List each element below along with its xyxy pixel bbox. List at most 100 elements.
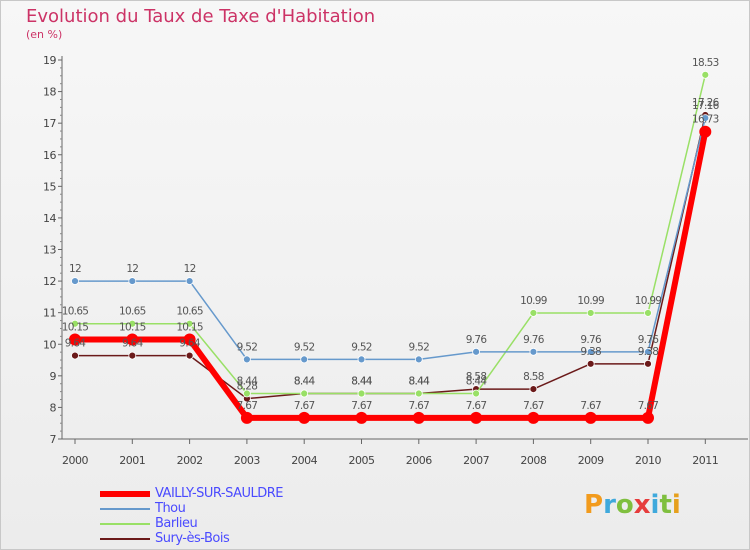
data-point xyxy=(586,359,595,368)
logo-letter: P xyxy=(584,490,604,520)
data-label: 9.52 xyxy=(409,341,430,353)
data-label: 8.58 xyxy=(523,371,544,383)
logo-letter: i xyxy=(650,490,660,520)
data-label: 10.99 xyxy=(577,295,604,307)
data-label: 8.58 xyxy=(466,371,487,383)
data-point xyxy=(644,309,652,317)
data-label: 9.76 xyxy=(580,334,602,346)
data-label: 7.67 xyxy=(638,400,659,412)
data-point xyxy=(701,70,710,79)
data-label: 10.65 xyxy=(119,306,146,318)
data-point xyxy=(355,411,368,424)
series-line-0 xyxy=(75,131,709,421)
chart-subtitle: (en %) xyxy=(26,28,63,41)
data-point xyxy=(529,347,538,356)
data-point xyxy=(414,389,423,398)
data-label: 9.38 xyxy=(638,346,659,358)
data-point xyxy=(240,411,253,424)
data-point xyxy=(586,347,595,356)
data-label: 8.28 xyxy=(237,381,258,393)
data-label: 8.44 xyxy=(294,376,316,388)
data-point xyxy=(71,277,79,285)
data-point xyxy=(642,411,654,424)
x-tick-label: 2008 xyxy=(520,454,546,467)
data-label: 9.38 xyxy=(580,346,601,358)
logo-letter: i xyxy=(671,490,681,520)
legend-label: Barlieu xyxy=(155,516,198,531)
data-point xyxy=(185,277,194,285)
data-label: 9.76 xyxy=(466,334,488,346)
data-label: 9.64 xyxy=(122,338,144,350)
data-point xyxy=(414,355,423,364)
data-point xyxy=(242,355,251,364)
x-tick-label: 2005 xyxy=(349,454,375,467)
x-tick-label: 2002 xyxy=(177,454,203,467)
data-label: 12 xyxy=(184,263,196,275)
data-point xyxy=(298,411,311,424)
data-point xyxy=(242,389,251,398)
y-tick-label: 12 xyxy=(43,275,56,288)
data-label: 8.44 xyxy=(294,376,316,388)
data-label: 18.53 xyxy=(692,57,719,69)
data-label: 12 xyxy=(69,263,81,275)
series-line-1 xyxy=(75,117,707,361)
data-label: 7.67 xyxy=(409,400,430,412)
data-point xyxy=(527,411,540,424)
data-point xyxy=(586,309,595,317)
data-point xyxy=(470,411,483,424)
logo-letter: x xyxy=(633,490,651,520)
data-label: 9.52 xyxy=(351,341,372,353)
logo-letter: o xyxy=(615,490,634,520)
data-point xyxy=(69,333,81,346)
data-point xyxy=(300,389,309,398)
x-tick-label: 2001 xyxy=(119,454,145,467)
data-label: 10.99 xyxy=(520,295,547,307)
y-tick-label: 11 xyxy=(43,307,56,320)
data-label: 7.67 xyxy=(466,400,487,412)
data-label: 17.16 xyxy=(692,100,720,112)
data-label: 10.65 xyxy=(176,306,203,318)
data-point xyxy=(412,411,425,424)
x-tick-label: 2007 xyxy=(463,454,489,467)
data-point xyxy=(584,411,597,424)
x-tick-label: 2003 xyxy=(234,454,260,467)
data-label: 10.15 xyxy=(176,322,203,334)
x-tick-label: 2010 xyxy=(635,454,661,467)
x-tick-label: 2000 xyxy=(62,454,88,467)
data-label: 10.65 xyxy=(62,306,89,318)
y-tick-label: 18 xyxy=(43,86,56,99)
data-point xyxy=(185,319,194,328)
data-label: 10.99 xyxy=(635,295,662,307)
data-label: 7.67 xyxy=(294,400,315,412)
data-point xyxy=(300,355,309,364)
x-tick-label: 2011 xyxy=(692,454,718,467)
data-label: 7.67 xyxy=(237,400,258,412)
data-point xyxy=(529,385,538,393)
data-point xyxy=(644,347,652,356)
data-label: 9.52 xyxy=(294,341,315,353)
y-tick-label: 17 xyxy=(43,117,56,130)
y-tick-label: 8 xyxy=(50,401,57,414)
data-label: 12 xyxy=(126,263,138,275)
data-label: 7.67 xyxy=(523,400,544,412)
y-tick-label: 9 xyxy=(50,370,57,383)
legend-label: VAILLY-SUR-SAULDRE xyxy=(155,486,284,501)
x-tick-label: 2006 xyxy=(406,454,432,467)
y-tick-label: 15 xyxy=(43,180,56,193)
data-point xyxy=(128,319,137,328)
data-label: 7.67 xyxy=(580,400,601,412)
data-label: 9.64 xyxy=(179,338,201,350)
legend-swatch xyxy=(100,523,150,525)
data-point xyxy=(71,351,79,360)
data-label: 9.52 xyxy=(237,341,258,353)
y-tick-label: 10 xyxy=(43,338,56,351)
data-label: 8.44 xyxy=(409,376,431,388)
data-point xyxy=(701,114,710,123)
x-tick-label: 2009 xyxy=(578,454,604,467)
y-tick-label: 16 xyxy=(43,149,56,162)
data-label: 9.76 xyxy=(638,334,660,346)
legend-swatch xyxy=(100,508,150,510)
legend-label: Thou xyxy=(155,501,186,516)
